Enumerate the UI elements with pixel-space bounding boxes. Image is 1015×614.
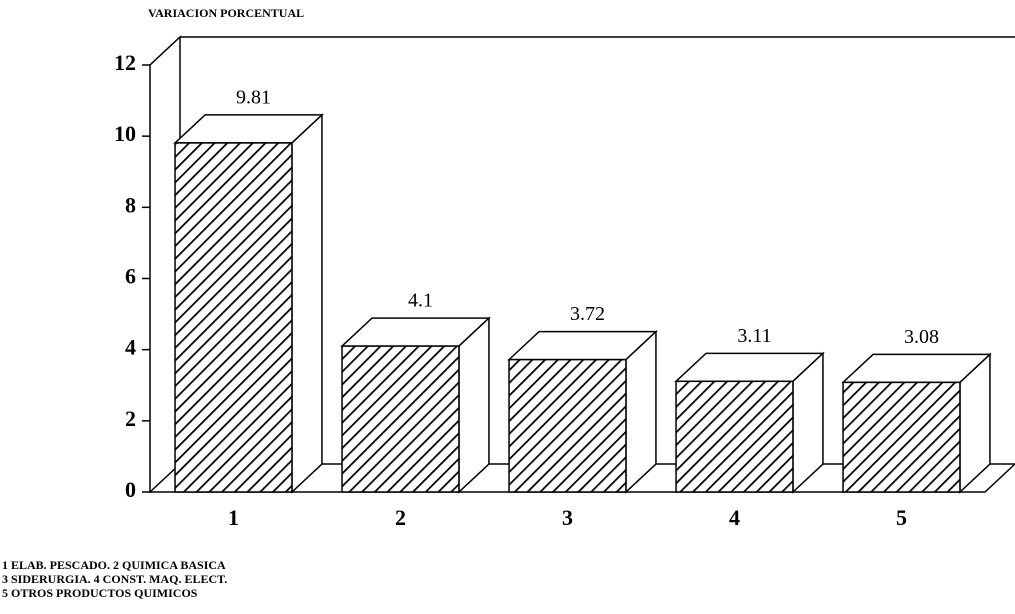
y-tick-label: 12 <box>114 50 136 75</box>
value-label: 3.11 <box>737 325 771 347</box>
note: 1 ELAB. PESCADO. 2 QUIMICA BASICA <box>2 558 226 572</box>
x-tick-label: 5 <box>896 505 907 530</box>
x-tick-label: 4 <box>729 505 740 530</box>
value-label: 9.81 <box>236 87 271 109</box>
y-tick-label: 10 <box>114 121 136 146</box>
y-tick-label: 8 <box>125 192 136 217</box>
value-label: 3.72 <box>570 303 605 325</box>
bar <box>842 381 961 493</box>
y-tick-label: 4 <box>125 335 136 360</box>
value-label: 3.08 <box>904 326 939 348</box>
bar <box>174 142 293 493</box>
bar <box>675 380 794 493</box>
bar-side <box>458 316 490 494</box>
bar-side <box>291 113 323 494</box>
value-label: 4.1 <box>408 290 433 312</box>
bar <box>508 358 627 493</box>
chart-title: VARIACION PORCENTUAL <box>148 6 304 20</box>
plot-area: 0 2 4 6 8 10 12 1 9.81 2 4.1 3 3.72 4 3.11 5 3.08 <box>114 35 1015 530</box>
x-tick-label: 1 <box>228 505 239 530</box>
x-tick-label: 2 <box>395 505 406 530</box>
y-tick-label: 6 <box>125 264 136 289</box>
bar-side <box>625 329 657 494</box>
y-tick-label: 2 <box>125 406 136 431</box>
x-tick-label: 3 <box>562 505 573 530</box>
note: 5 OTROS PRODUCTOS QUIMICOS <box>2 586 198 600</box>
note: 3 SIDERURGIA. 4 CONST. MAQ. ELECT. <box>2 572 227 586</box>
bar <box>341 345 460 493</box>
y-tick-label: 0 <box>125 477 136 502</box>
